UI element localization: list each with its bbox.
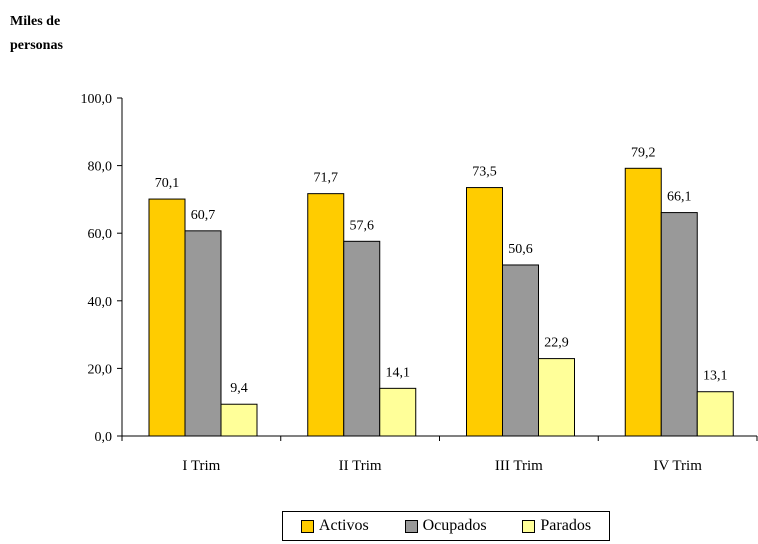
legend-item-ocupados: Ocupados [404,517,487,535]
data-label-activos-3: 73,5 [472,165,497,180]
bar-chart: 0,0 20,0 40,0 60,0 80,0 100,0 70,1 60,7 9,4 I Tri… [81,92,758,474]
y-axis-label-line-1: Miles de [10,14,61,29]
data-label-parados-1: 9,4 [230,381,248,396]
x-category-label: I Trim [182,458,220,474]
data-label-ocupados-1: 60,7 [191,208,216,223]
legend-label-ocupados: Ocupados [422,517,487,534]
data-label-ocupados-2: 57,6 [350,218,375,233]
legend-label-parados: Parados [540,517,592,534]
bar-parados-2 [379,387,417,437]
data-label-parados-2: 14,1 [386,365,411,380]
legend: Activos Ocupados Parados [282,511,610,541]
bar-activos-2 [307,193,345,437]
data-label-ocupados-3: 50,6 [508,242,533,257]
data-label-parados-3: 22,9 [544,336,569,351]
legend-swatch-activos [300,519,314,533]
y-tick-label: 40,0 [88,295,113,310]
bar-ocupados-3 [502,264,539,437]
y-tick-label: 100,0 [81,92,113,107]
bar-parados-4 [696,391,734,437]
bar-activos-4 [624,167,662,437]
y-tick-label: 60,0 [88,227,113,242]
data-label-activos-1: 70,1 [155,176,180,191]
bar-activos-3 [466,187,503,437]
bar-ocupados-2 [343,240,381,437]
bar-parados-3 [538,358,575,437]
y-tick-label: 20,0 [88,362,113,377]
legend-swatch-parados [522,519,536,533]
x-category-label: II Trim [339,458,382,474]
bar-ocupados-4 [660,212,698,437]
data-label-parados-4: 13,1 [703,369,728,384]
bar-parados-1 [220,403,258,437]
legend-swatch-ocupados [404,519,418,533]
bar-activos-1 [148,198,186,437]
y-tick-label: 0,0 [95,430,113,445]
legend-item-parados: Parados [522,517,591,535]
legend-label-activos: Activos [318,517,369,534]
bar-ocupados-1 [184,230,222,437]
x-category-label: IV Trim [653,458,702,474]
legend-item-activos: Activos [300,517,369,535]
x-category-label: III Trim [495,458,543,474]
data-label-activos-4: 79,2 [631,145,656,160]
data-label-activos-2: 71,7 [314,171,339,186]
y-axis-label: Miles de personas [10,10,63,58]
data-label-ocupados-4: 66,1 [667,190,692,205]
y-tick-label: 80,0 [88,160,113,175]
y-axis-label-line-2: personas [10,38,63,53]
